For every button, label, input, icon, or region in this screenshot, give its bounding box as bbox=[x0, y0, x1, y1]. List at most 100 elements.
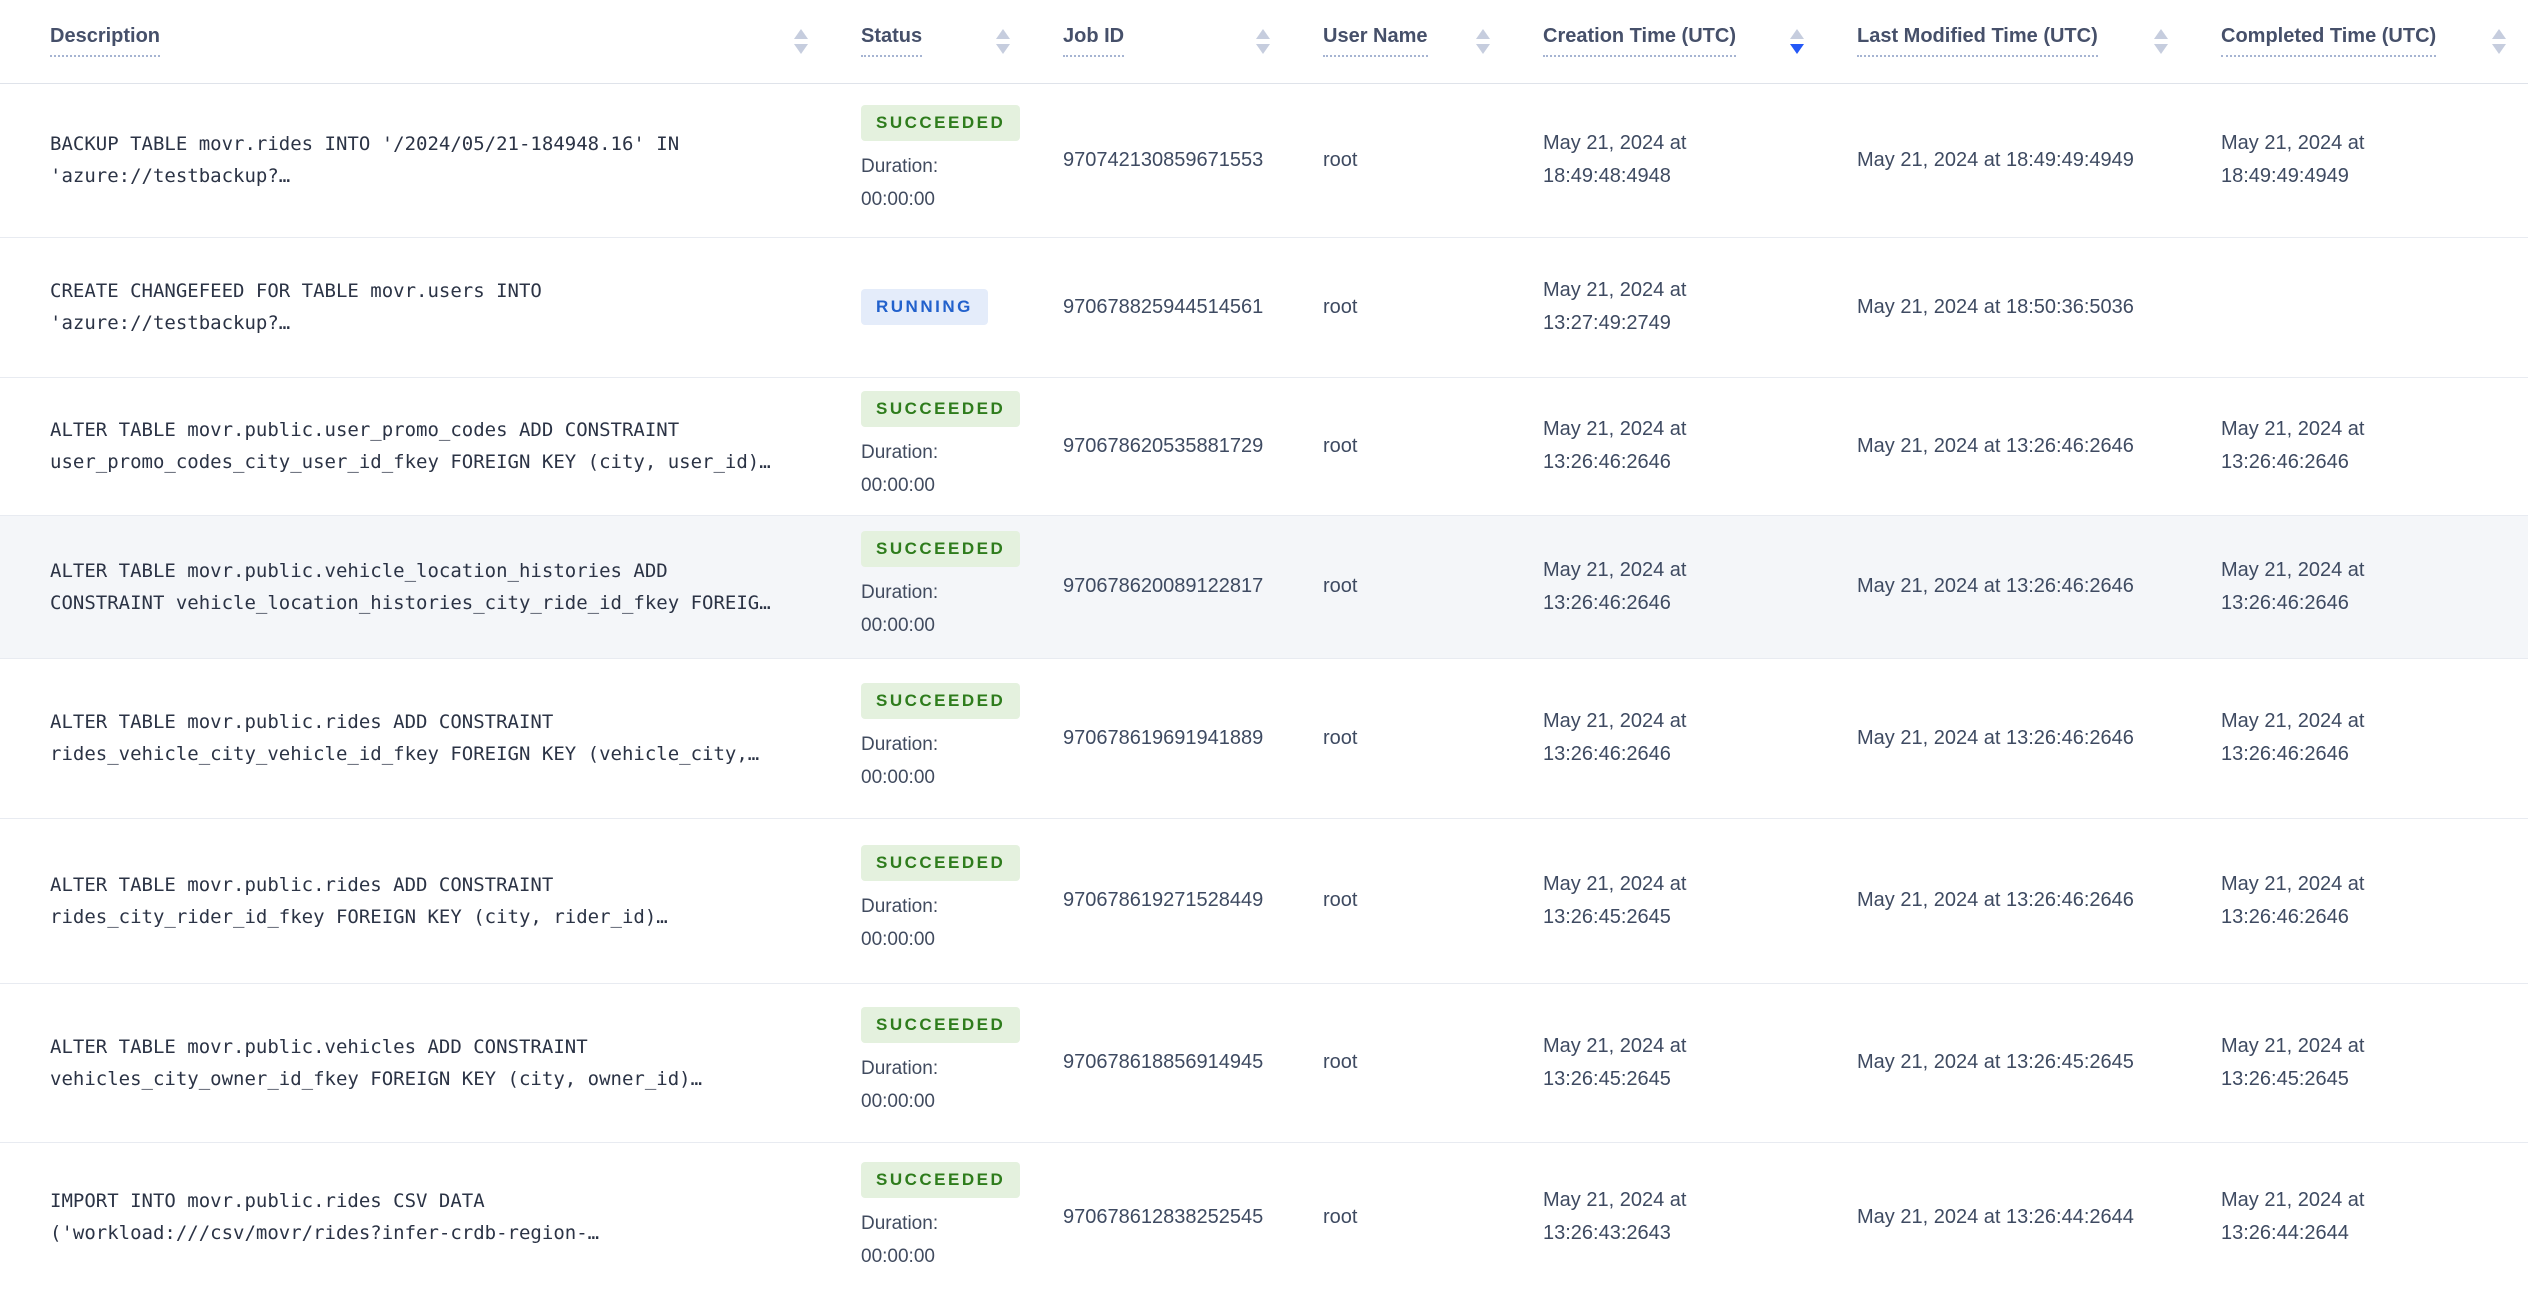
sort-down-icon[interactable] bbox=[1476, 43, 1490, 54]
job-id: 970678620535881729 bbox=[1063, 434, 1264, 457]
job-status-badge: RUNNING bbox=[861, 289, 988, 325]
column-header-label[interactable]: Creation Time (UTC) bbox=[1543, 25, 1736, 58]
last-modified-time: May 21, 2024 at 13:26:46:2646 bbox=[1857, 575, 2134, 597]
job-id: 970678612838252545 bbox=[1063, 1205, 1264, 1228]
job-duration-value: 00:00:00 bbox=[861, 929, 935, 950]
job-description-link[interactable]: ALTER TABLE movr.public.vehicles ADD CON… bbox=[50, 1035, 703, 1090]
column-header[interactable]: Creation Time (UTC) bbox=[1512, 0, 1826, 84]
sort-down-icon[interactable] bbox=[2154, 43, 2168, 54]
sort-up-icon[interactable] bbox=[1476, 28, 1490, 39]
sort-arrows-icon[interactable] bbox=[1476, 28, 1490, 54]
column-header[interactable]: Description bbox=[0, 0, 830, 84]
sort-arrows-icon[interactable] bbox=[1790, 28, 1804, 54]
sort-up-icon[interactable] bbox=[2492, 28, 2506, 39]
sort-arrows-icon[interactable] bbox=[794, 28, 808, 54]
column-header-label[interactable]: User Name bbox=[1323, 25, 1428, 58]
job-description-link[interactable]: CREATE CHANGEFEED FOR TABLE movr.users I… bbox=[50, 280, 542, 334]
job-description-link[interactable]: ALTER TABLE movr.public.vehicle_location… bbox=[50, 559, 771, 614]
creation-time: May 21, 2024 at 13:26:46:2646 bbox=[1543, 558, 1687, 614]
column-header-label[interactable]: Completed Time (UTC) bbox=[2221, 25, 2437, 58]
column-header[interactable]: Last Modified Time (UTC) bbox=[1826, 0, 2190, 84]
sort-arrows-icon[interactable] bbox=[2154, 28, 2168, 54]
job-duration: Duration: 00:00:00 bbox=[861, 150, 1010, 216]
column-header-label[interactable]: Status bbox=[861, 25, 923, 58]
column-header-label[interactable]: Last Modified Time (UTC) bbox=[1857, 25, 2098, 58]
column-header[interactable]: User Name bbox=[1292, 0, 1512, 84]
last-modified-time: May 21, 2024 at 13:26:44:2644 bbox=[1857, 1205, 2134, 1228]
job-id: 970678825944514561 bbox=[1063, 295, 1264, 318]
last-modified-time: May 21, 2024 at 13:26:45:2645 bbox=[1857, 1051, 2134, 1073]
job-duration-label: Duration: bbox=[861, 1212, 939, 1234]
last-modified-time: May 21, 2024 at 18:50:36:5036 bbox=[1857, 295, 2134, 318]
user-name: root bbox=[1323, 434, 1358, 457]
column-header[interactable]: Completed Time (UTC) bbox=[2190, 0, 2528, 84]
sort-down-icon[interactable] bbox=[1790, 43, 1804, 54]
column-header[interactable]: Job ID bbox=[1032, 0, 1292, 84]
sort-arrows-icon[interactable] bbox=[1256, 28, 1270, 54]
job-status-badge: SUCCEEDED bbox=[861, 390, 1021, 427]
sort-up-icon[interactable] bbox=[996, 28, 1010, 39]
completed-time: May 21, 2024 at 18:49:49:4949 bbox=[2221, 132, 2365, 187]
job-description-link[interactable]: ALTER TABLE movr.public.user_promo_codes… bbox=[50, 419, 771, 473]
job-description-link[interactable]: BACKUP TABLE movr.rides INTO '/2024/05/2… bbox=[50, 133, 680, 187]
job-row[interactable]: BACKUP TABLE movr.rides INTO '/2024/05/2… bbox=[0, 83, 2528, 237]
job-status-badge: SUCCEEDED bbox=[861, 1161, 1021, 1198]
creation-time: May 21, 2024 at 13:26:46:2646 bbox=[1543, 710, 1687, 765]
completed-time: May 21, 2024 at 13:26:46:2646 bbox=[2221, 558, 2365, 614]
job-duration-value: 00:00:00 bbox=[861, 766, 935, 788]
sort-up-icon[interactable] bbox=[1256, 28, 1270, 39]
sort-down-icon[interactable] bbox=[996, 43, 1010, 54]
completed-time: May 21, 2024 at 13:26:44:2644 bbox=[2221, 1189, 2365, 1244]
job-description-link[interactable]: ALTER TABLE movr.public.rides ADD CONSTR… bbox=[50, 873, 668, 928]
job-row[interactable]: IMPORT INTO movr.public.rides CSV DATA (… bbox=[0, 1142, 2528, 1292]
sort-down-icon[interactable] bbox=[2492, 43, 2506, 54]
user-name: root bbox=[1323, 726, 1358, 749]
job-row[interactable]: ALTER TABLE movr.public.rides ADD CONSTR… bbox=[0, 818, 2528, 983]
sort-up-icon[interactable] bbox=[2154, 28, 2168, 39]
job-row[interactable]: ALTER TABLE movr.public.user_promo_codes… bbox=[0, 377, 2528, 515]
job-duration: Duration: 00:00:00 bbox=[861, 436, 1010, 502]
sort-arrows-icon[interactable] bbox=[2492, 28, 2506, 54]
column-header-label[interactable]: Job ID bbox=[1063, 25, 1125, 58]
creation-time: May 21, 2024 at 18:49:48:4948 bbox=[1543, 132, 1687, 187]
job-status-badge: SUCCEEDED bbox=[861, 1007, 1021, 1043]
job-duration: Duration: 00:00:00 bbox=[861, 890, 1010, 956]
jobs-table-body: BACKUP TABLE movr.rides INTO '/2024/05/2… bbox=[0, 83, 2528, 1292]
job-duration-value: 00:00:00 bbox=[861, 1245, 935, 1267]
job-id: 970678618856914945 bbox=[1063, 1051, 1264, 1073]
creation-time: May 21, 2024 at 13:26:45:2645 bbox=[1543, 1034, 1687, 1090]
user-name: root bbox=[1323, 575, 1358, 597]
user-name: root bbox=[1323, 889, 1358, 911]
job-description-link[interactable]: ALTER TABLE movr.public.rides ADD CONSTR… bbox=[50, 711, 760, 765]
sort-up-icon[interactable] bbox=[1790, 28, 1804, 39]
job-duration-value: 00:00:00 bbox=[861, 1091, 935, 1112]
job-duration: Duration: 00:00:00 bbox=[861, 576, 1010, 642]
creation-time: May 21, 2024 at 13:26:45:2645 bbox=[1543, 872, 1687, 928]
job-id: 970678619691941889 bbox=[1063, 726, 1264, 749]
job-status-badge: SUCCEEDED bbox=[861, 682, 1021, 719]
job-description-link[interactable]: IMPORT INTO movr.public.rides CSV DATA (… bbox=[50, 1190, 600, 1244]
job-duration-label: Duration: bbox=[861, 896, 939, 917]
user-name: root bbox=[1323, 1051, 1358, 1073]
creation-time: May 21, 2024 at 13:26:43:2643 bbox=[1543, 1189, 1687, 1244]
sort-up-icon[interactable] bbox=[794, 28, 808, 39]
user-name: root bbox=[1323, 1205, 1358, 1228]
creation-time: May 21, 2024 at 13:27:49:2749 bbox=[1543, 279, 1687, 334]
sort-down-icon[interactable] bbox=[1256, 43, 1270, 54]
creation-time: May 21, 2024 at 13:26:46:2646 bbox=[1543, 418, 1687, 473]
job-row[interactable]: ALTER TABLE movr.public.vehicle_location… bbox=[0, 515, 2528, 658]
column-header-label[interactable]: Description bbox=[50, 25, 161, 58]
column-header[interactable]: Status bbox=[830, 0, 1032, 84]
completed-time: May 21, 2024 at 13:26:46:2646 bbox=[2221, 710, 2365, 765]
last-modified-time: May 21, 2024 at 13:26:46:2646 bbox=[1857, 434, 2134, 457]
job-duration: Duration: 00:00:00 bbox=[861, 728, 1010, 794]
job-row[interactable]: CREATE CHANGEFEED FOR TABLE movr.users I… bbox=[0, 237, 2528, 377]
completed-time: May 21, 2024 at 13:26:45:2645 bbox=[2221, 1034, 2365, 1090]
job-status-badge: SUCCEEDED bbox=[861, 531, 1021, 567]
sort-arrows-icon[interactable] bbox=[996, 28, 1010, 54]
job-row[interactable]: ALTER TABLE movr.public.rides ADD CONSTR… bbox=[0, 658, 2528, 818]
sort-down-icon[interactable] bbox=[794, 43, 808, 54]
job-duration-label: Duration: bbox=[861, 155, 939, 177]
last-modified-time: May 21, 2024 at 18:49:49:4949 bbox=[1857, 148, 2134, 171]
job-row[interactable]: ALTER TABLE movr.public.vehicles ADD CON… bbox=[0, 983, 2528, 1142]
